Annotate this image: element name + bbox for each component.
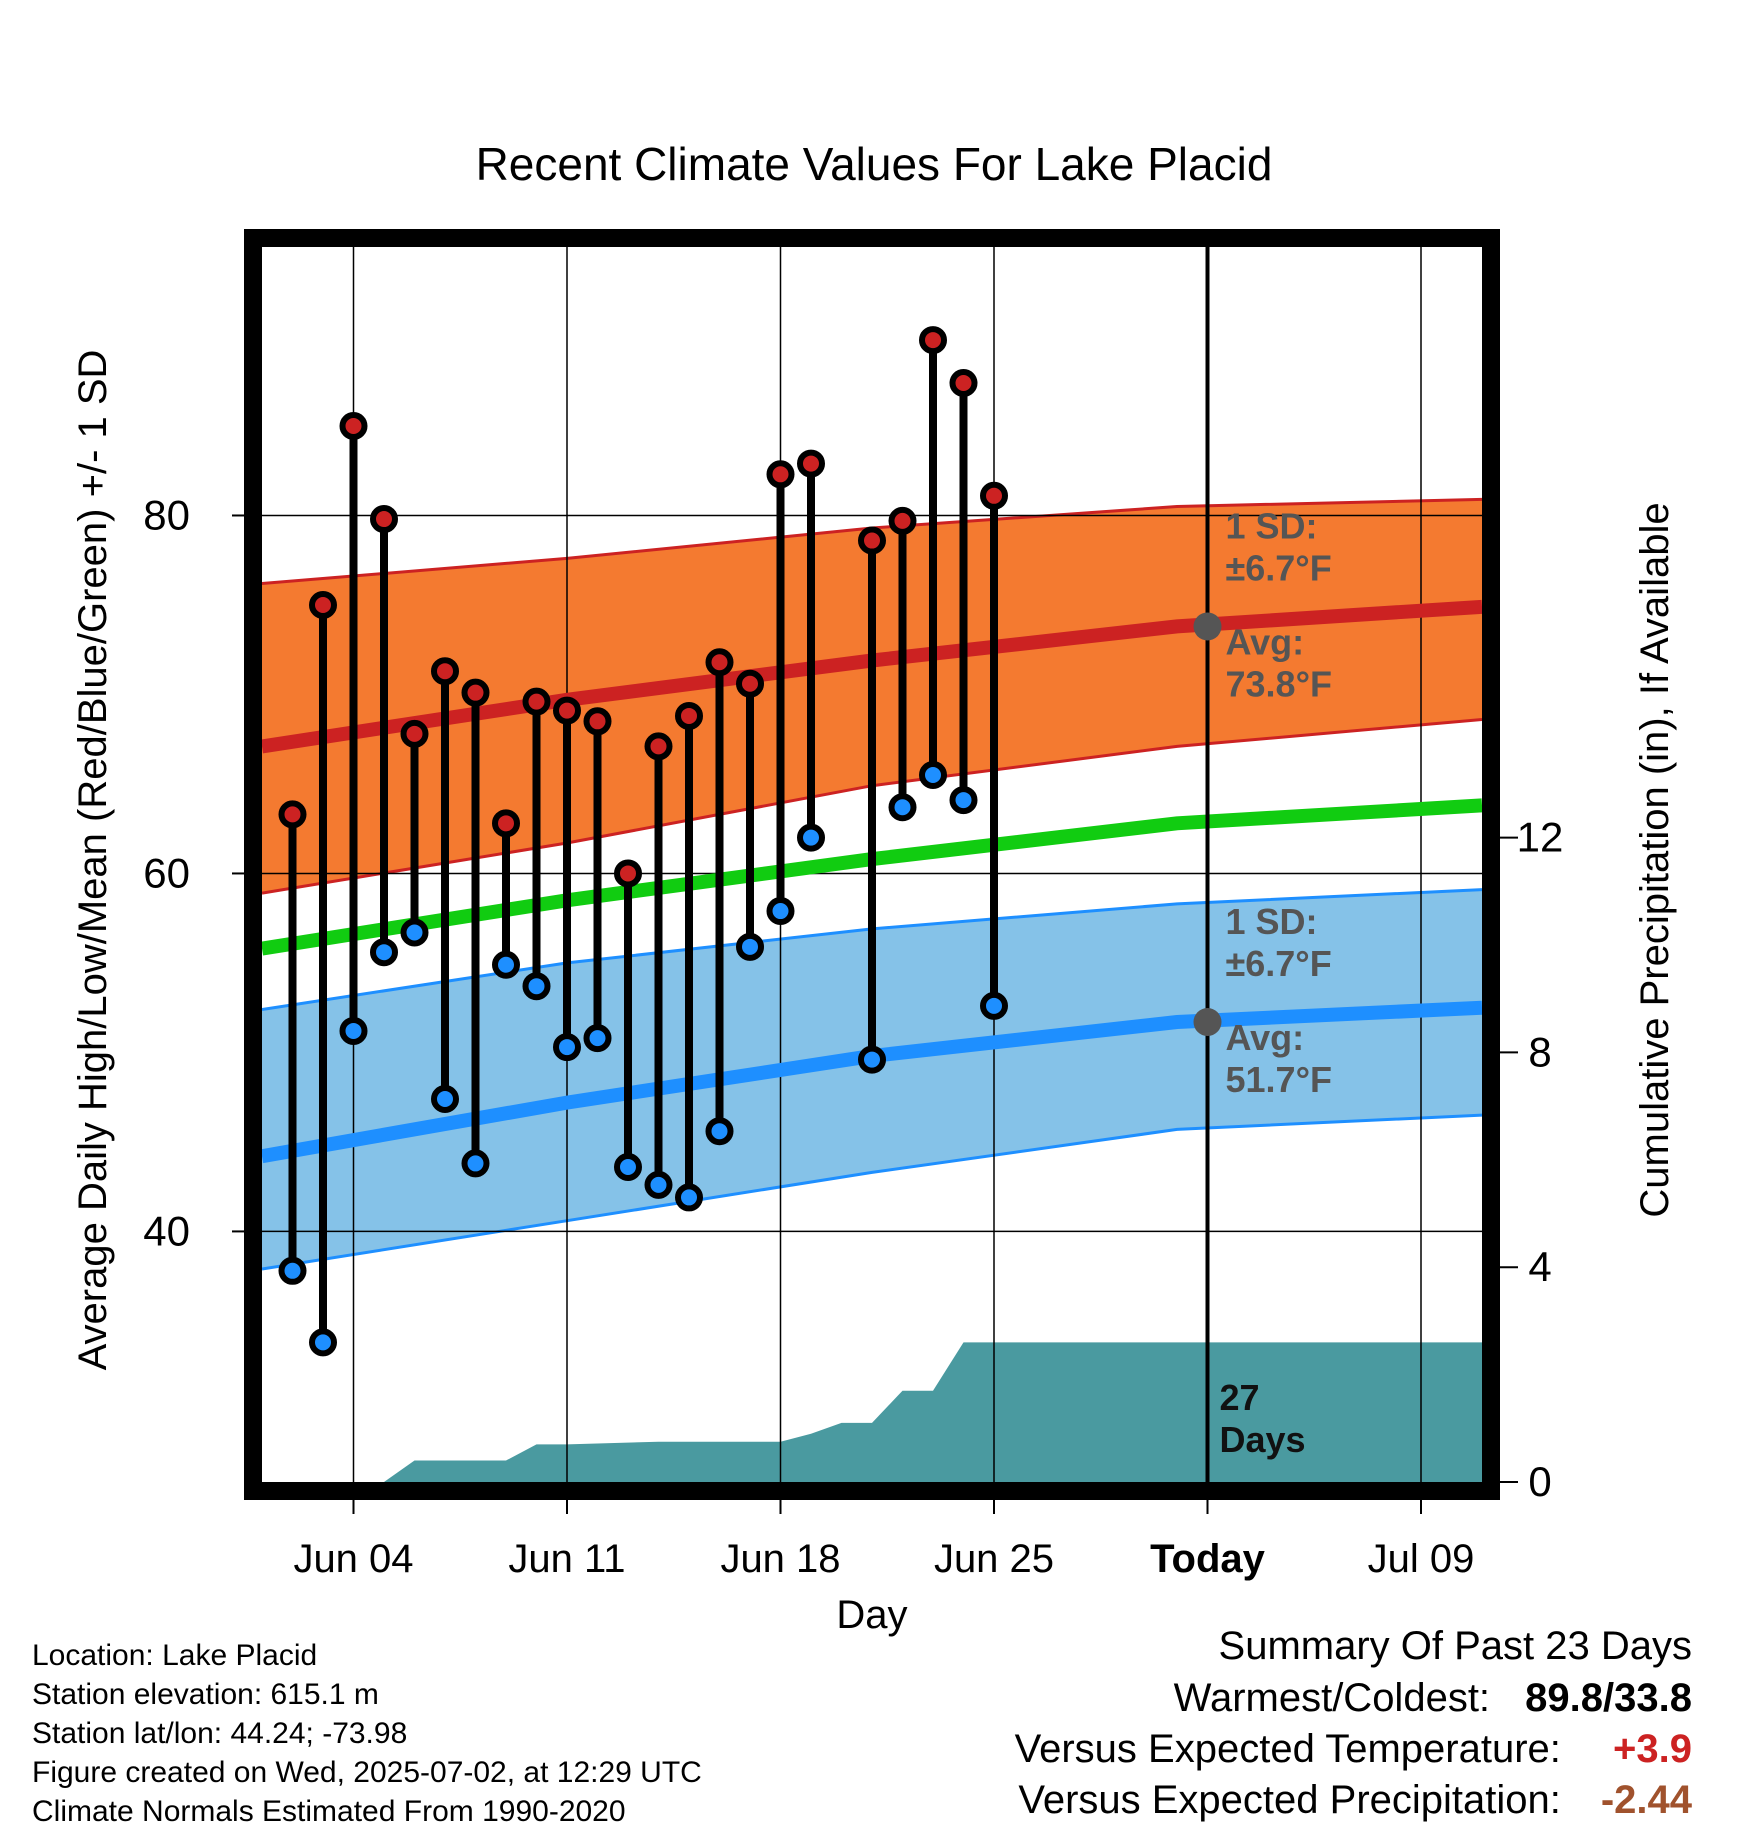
daily-low-point bbox=[614, 1152, 642, 1181]
y2-axis-label: Cumulative Precipitation (in), If Availa… bbox=[1633, 502, 1677, 1217]
daily-low-point bbox=[583, 1024, 612, 1053]
x-tick-label: Jun 04 bbox=[293, 1537, 413, 1581]
y2-tick-label: 4 bbox=[1528, 1243, 1551, 1290]
daily-high-point bbox=[339, 411, 368, 440]
x-tick-label: Today bbox=[1150, 1537, 1266, 1581]
daily-low-point bbox=[949, 786, 978, 815]
y2-tick-label: 8 bbox=[1528, 1028, 1551, 1075]
daily-high-point bbox=[736, 669, 764, 698]
precip-value: -2.44 bbox=[1600, 1778, 1692, 1822]
low-sd-annotation: 1 SD: ±6.7°F bbox=[1226, 901, 1332, 984]
daily-high-point bbox=[766, 460, 795, 489]
daily-high-point bbox=[980, 481, 1008, 510]
footer-latlon: Station lat/lon: 44.24; -73.98 bbox=[32, 1717, 408, 1750]
plot-frame bbox=[244, 229, 1500, 1500]
y-tick-label: 40 bbox=[143, 1207, 190, 1254]
daily-low-point bbox=[370, 938, 398, 967]
daily-low-point bbox=[400, 918, 429, 947]
x-tick-label: Jun 25 bbox=[934, 1537, 1054, 1581]
precip-label: Versus Expected Precipitation: bbox=[1018, 1778, 1561, 1822]
x-tick-label: Jun 18 bbox=[720, 1537, 840, 1581]
daily-high-point bbox=[858, 526, 886, 555]
warm-cold-value: 89.8/33.8 bbox=[1525, 1676, 1692, 1720]
daily-low-point bbox=[736, 932, 764, 961]
temp-label: Versus Expected Temperature: bbox=[1014, 1727, 1561, 1771]
daily-high-point bbox=[431, 657, 459, 686]
daily-high-point bbox=[461, 678, 490, 707]
daily-low-point bbox=[492, 950, 520, 979]
daily-low-point bbox=[888, 793, 917, 822]
days-annotation: 27 Days bbox=[1220, 1377, 1306, 1460]
daily-low-point bbox=[431, 1084, 459, 1113]
today-low-avg-marker bbox=[1193, 1008, 1222, 1037]
daily-high-point bbox=[370, 505, 398, 534]
summary-temp: Versus Expected Temperature: +3.9 bbox=[1015, 1727, 1692, 1772]
x-axis-label: Day bbox=[836, 1593, 907, 1637]
daily-high-point bbox=[400, 719, 429, 748]
daily-low-point bbox=[797, 823, 825, 852]
daily-low-point bbox=[705, 1117, 734, 1146]
daily-high-point bbox=[675, 701, 703, 730]
high-sd-annotation: 1 SD: ±6.7°F bbox=[1226, 505, 1332, 588]
daily-low-point bbox=[919, 761, 947, 790]
y2-tick-label: 0 bbox=[1528, 1458, 1551, 1505]
low-avg-annotation: Avg: 51.7°F bbox=[1226, 1017, 1332, 1100]
daily-high-point bbox=[553, 696, 581, 725]
daily-low-point bbox=[980, 991, 1008, 1020]
high-avg-annotation: Avg: 73.8°F bbox=[1226, 621, 1332, 704]
daily-high-point bbox=[797, 449, 825, 478]
plot-clipped bbox=[262, 247, 1482, 1482]
warm-cold-label: Warmest/Coldest: bbox=[1173, 1676, 1491, 1720]
footer-elevation: Station elevation: 615.1 m bbox=[32, 1678, 379, 1711]
daily-high-point bbox=[644, 732, 673, 761]
daily-high-point bbox=[583, 707, 612, 736]
daily-low-point bbox=[858, 1045, 886, 1074]
chart-title: Recent Climate Values For Lake Placid bbox=[476, 138, 1273, 190]
today-high-avg-marker bbox=[1193, 612, 1222, 641]
y-tick-label: 80 bbox=[143, 491, 190, 538]
low-band-lower-edge bbox=[262, 1113, 1482, 1271]
footer-location: Location: Lake Placid bbox=[32, 1639, 318, 1672]
daily-low-point bbox=[461, 1149, 490, 1178]
daily-high-point bbox=[522, 687, 551, 716]
daily-low-point bbox=[339, 1016, 368, 1045]
daily-high-point bbox=[278, 800, 307, 829]
daily-high-point bbox=[919, 326, 947, 355]
summary-warm-cold: Warmest/Coldest: 89.8/33.8 bbox=[1174, 1676, 1692, 1721]
precip-area bbox=[384, 1342, 1482, 1482]
footer-created: Figure created on Wed, 2025-07-02, at 12… bbox=[32, 1756, 702, 1789]
daily-high-point bbox=[492, 809, 520, 838]
x-tick-label: Jun 11 bbox=[508, 1537, 625, 1581]
y-axis-label: Average Daily High/Low/Mean (Red/Blue/Gr… bbox=[71, 350, 115, 1371]
temp-value: +3.9 bbox=[1613, 1727, 1692, 1771]
summary-title: Summary Of Past 23 Days bbox=[1218, 1624, 1692, 1668]
daily-high-point bbox=[705, 648, 734, 677]
daily-low-point bbox=[553, 1033, 581, 1062]
y2-tick-label: 12 bbox=[1517, 814, 1564, 861]
footer-normals: Climate Normals Estimated From 1990-2020 bbox=[32, 1795, 626, 1828]
daily-low-point bbox=[278, 1256, 307, 1285]
daily-low-point bbox=[522, 972, 551, 1001]
daily-high-point bbox=[614, 859, 642, 888]
daily-high-point bbox=[309, 590, 337, 619]
daily-low-point bbox=[644, 1170, 673, 1199]
plot-area: 1 SD: ±6.7°F Avg: 73.8°F 1 SD: ±6.7°F Avg: 51.7… bbox=[143, 229, 1564, 1581]
daily-high-point bbox=[888, 506, 917, 535]
daily-low-point bbox=[766, 897, 795, 926]
x-tick-label: Jul 09 bbox=[1368, 1537, 1475, 1581]
daily-low-point bbox=[309, 1328, 337, 1357]
summary-precip: Versus Expected Precipitation: -2.44 bbox=[1018, 1778, 1692, 1823]
daily-high-point bbox=[949, 369, 978, 398]
daily-low-point bbox=[675, 1183, 703, 1212]
y-tick-label: 60 bbox=[143, 849, 190, 896]
